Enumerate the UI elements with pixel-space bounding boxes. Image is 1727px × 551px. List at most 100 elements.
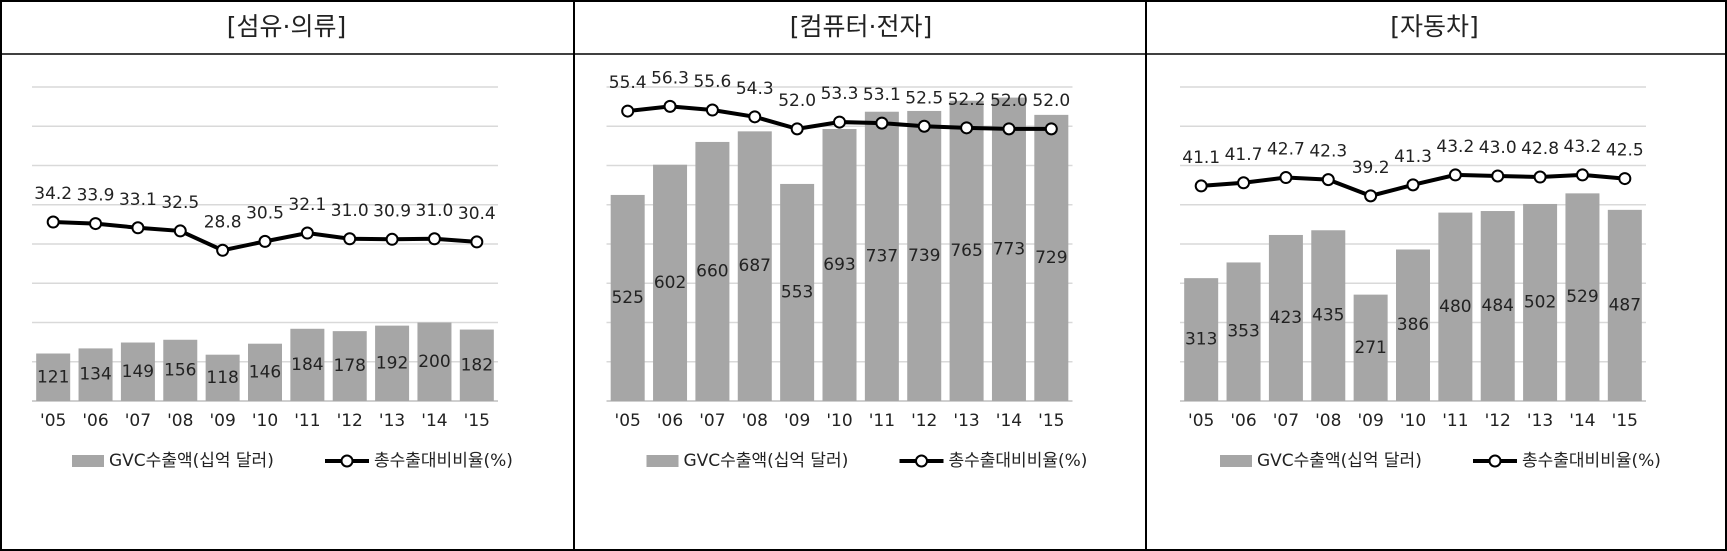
bar	[653, 164, 688, 401]
line-label: 31.0	[416, 201, 454, 221]
line-marker	[1618, 172, 1632, 186]
legend-swatch	[1220, 455, 1252, 467]
bar	[417, 322, 452, 401]
bar-label: 146	[249, 362, 281, 382]
legend-label: GVC수출액(십억 달러)	[684, 451, 849, 471]
bar-label: 178	[334, 356, 366, 376]
line-marker	[173, 224, 187, 238]
bar	[1184, 278, 1219, 401]
bar	[949, 100, 984, 402]
bar	[991, 97, 1026, 401]
line-label: 41.7	[1225, 145, 1263, 165]
x-tick-label: '10	[252, 411, 278, 431]
line-marker	[663, 99, 677, 113]
bar	[737, 131, 772, 402]
x-tick-label: '14	[421, 411, 447, 431]
bar-label: 529	[1566, 287, 1598, 307]
legend-swatch	[72, 455, 104, 467]
bar-label: 182	[461, 355, 493, 375]
line-marker	[1533, 170, 1547, 184]
bar-label: 271	[1354, 338, 1386, 358]
bar	[1034, 114, 1069, 402]
bar	[1396, 249, 1430, 401]
line-label: 41.3	[1394, 147, 1432, 167]
line-label: 56.3	[651, 68, 689, 88]
line-label: 43.2	[1436, 137, 1474, 157]
x-tick-label: '08	[167, 411, 193, 431]
line-marker	[1364, 189, 1378, 203]
line-label: 31.0	[331, 201, 369, 221]
legend-label: 총수출대비비율(%)	[374, 451, 513, 471]
bar	[1480, 211, 1515, 401]
x-tick-label: '08	[742, 411, 768, 431]
legend-label: GVC수출액(십억 달러)	[109, 451, 274, 471]
x-tick-label: '11	[1442, 411, 1468, 431]
bar	[248, 343, 282, 401]
line-marker	[748, 110, 762, 124]
line-label: 55.4	[609, 73, 647, 93]
line-label: 42.7	[1267, 140, 1305, 160]
line-label: 33.9	[77, 186, 115, 206]
x-tick-label: '09	[1357, 411, 1383, 431]
line-marker	[833, 115, 846, 129]
line-marker	[1044, 122, 1058, 136]
line-marker	[258, 234, 272, 248]
line-label: 42.8	[1521, 139, 1559, 159]
legend-swatch	[646, 455, 679, 467]
line-marker	[1237, 176, 1251, 190]
bar-label: 423	[1270, 308, 1302, 328]
bar	[163, 339, 198, 401]
line-marker	[960, 121, 974, 135]
x-tick-label: '15	[1038, 411, 1064, 431]
bar-label: 156	[164, 360, 196, 380]
bar-label: 118	[206, 368, 238, 388]
line-marker	[875, 116, 889, 130]
x-tick-label: '05	[615, 411, 641, 431]
bar-label: 435	[1312, 306, 1344, 326]
line-label: 34.2	[34, 184, 72, 204]
bar-label: 687	[739, 256, 771, 276]
x-tick-label: '13	[379, 411, 405, 431]
panel: [컴퓨터·전자] '05 '06 '07 '08 '09 '10 '11 '12 '13 '14 '1…	[606, 12, 1088, 471]
bar	[1607, 209, 1642, 401]
line-marker	[917, 119, 931, 133]
line-label: 52.0	[990, 91, 1028, 111]
bar-label: 553	[781, 282, 813, 302]
x-tick-label: '10	[1400, 411, 1426, 431]
bar	[332, 331, 367, 401]
bar-label: 149	[122, 362, 154, 382]
bar-label: 200	[418, 352, 450, 372]
line-marker	[131, 221, 145, 235]
bar	[864, 111, 899, 401]
line-label: 32.1	[288, 195, 326, 215]
legend-swatch	[1488, 454, 1502, 468]
x-tick-label: '09	[209, 411, 235, 431]
x-tick-label: '06	[1230, 411, 1256, 431]
line-marker	[705, 103, 719, 117]
bar	[1268, 234, 1303, 401]
bar	[205, 354, 240, 401]
legend-label: 총수출대비비율(%)	[949, 451, 1088, 471]
bar-label: 693	[823, 255, 855, 275]
x-tick-label: '07	[1273, 411, 1299, 431]
line-marker	[343, 232, 357, 246]
bar	[120, 342, 155, 401]
bar-label: 484	[1482, 296, 1514, 316]
x-tick-label: '13	[953, 411, 979, 431]
line-label: 42.5	[1606, 141, 1644, 161]
bar	[695, 141, 730, 401]
line-marker	[427, 232, 441, 246]
bar	[907, 110, 942, 401]
line-label: 33.1	[119, 190, 157, 210]
bar	[36, 353, 71, 401]
bar-label: 765	[950, 241, 982, 261]
line-label: 53.3	[821, 84, 859, 104]
line-label: 41.1	[1182, 148, 1220, 168]
bar-label: 525	[611, 288, 643, 308]
x-tick-label: '11	[869, 411, 895, 431]
bar-label: 487	[1609, 295, 1641, 315]
line-label: 28.8	[204, 212, 242, 232]
bar-label: 353	[1227, 322, 1259, 342]
x-tick-label: '06	[82, 411, 108, 431]
